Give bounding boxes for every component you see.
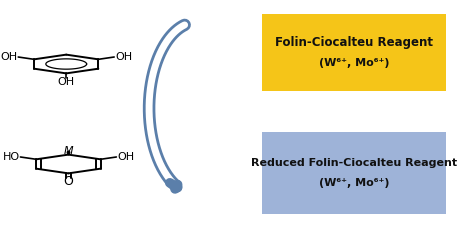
Text: (W⁶⁺, Mo⁶⁺): (W⁶⁺, Mo⁶⁺) (319, 57, 389, 68)
Text: OH: OH (117, 151, 134, 161)
FancyBboxPatch shape (263, 133, 446, 214)
Text: Folin-Ciocalteu Reagent: Folin-Ciocalteu Reagent (275, 36, 433, 49)
Text: OH: OH (58, 76, 75, 86)
Text: (W⁶⁺, Mo⁶⁺): (W⁶⁺, Mo⁶⁺) (319, 177, 389, 187)
Text: M: M (64, 145, 73, 155)
Text: HO: HO (2, 151, 19, 161)
FancyBboxPatch shape (263, 15, 446, 92)
Text: OH: OH (115, 51, 132, 61)
Text: OH: OH (0, 51, 18, 61)
Text: Reduced Folin-Ciocalteu Reagent: Reduced Folin-Ciocalteu Reagent (251, 157, 457, 167)
Text: O: O (64, 174, 73, 187)
